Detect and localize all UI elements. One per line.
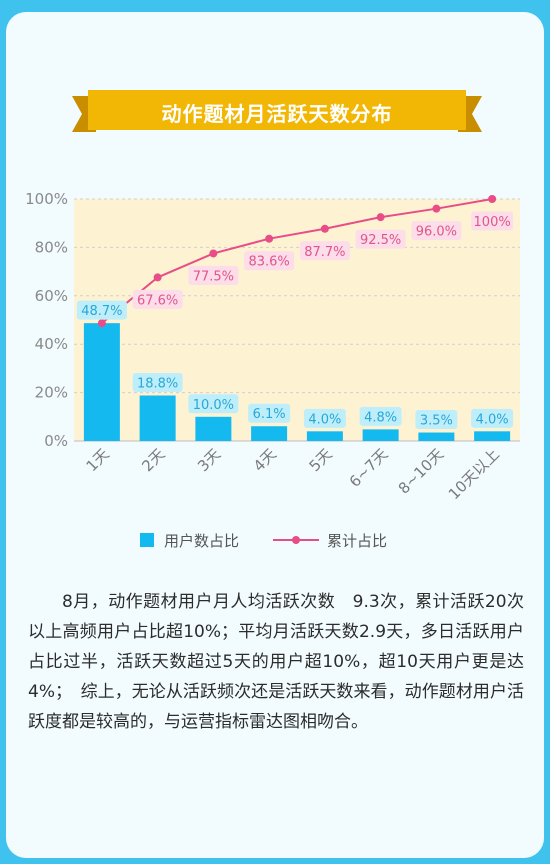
line-value-label-bg	[411, 221, 462, 241]
bar-value-label-text: 4.0%	[308, 412, 341, 427]
line-value-label-bg	[188, 265, 239, 285]
y-tick-label: 60%	[35, 287, 68, 305]
line-value-label: 77.5%	[188, 265, 239, 285]
summary-paragraph: 8月，动作题材用户月人均活跃次数 9.3次，累计活跃20次以上高频用户占比超10…	[28, 592, 524, 732]
x-tick-label: 3天	[194, 445, 224, 475]
bar-value-label-text: 4.0%	[476, 412, 509, 427]
line-point	[153, 273, 162, 282]
bar	[362, 429, 399, 441]
line-value-label: 87.7%	[299, 241, 350, 261]
line-value-label: 96.0%	[411, 221, 462, 241]
bar	[195, 416, 232, 441]
line-point	[97, 319, 106, 328]
line-value-label-text: 87.7%	[304, 245, 345, 260]
line-value-label-bg	[471, 211, 514, 231]
line-point	[209, 249, 218, 258]
x-tick-label: 6~7天	[346, 445, 392, 491]
line-value-label-text: 92.5%	[360, 233, 401, 248]
line-value-label-bg	[355, 229, 406, 249]
bar	[306, 431, 343, 441]
bar-value-label-bg	[359, 406, 402, 426]
line-value-label-text: 100%	[474, 215, 511, 230]
line-value-label-bg	[244, 251, 295, 271]
bar-value-label-text: 48.7%	[81, 304, 122, 319]
bar	[83, 323, 120, 441]
line-value-label-text: 67.6%	[137, 293, 178, 308]
legend-line-swatch	[273, 533, 320, 547]
x-tick-label: 1天	[83, 445, 113, 475]
bar-value-label-text: 4.8%	[364, 410, 397, 425]
chart-legend: 用户数占比 累计占比	[140, 526, 387, 554]
y-tick-label: 100%	[25, 190, 68, 208]
title-banner: 动作题材月活跃天数分布	[72, 88, 482, 136]
line-point	[488, 195, 497, 203]
bar-value-label: 6.1%	[248, 403, 291, 423]
bar-value-label-bg	[471, 408, 514, 428]
bar	[251, 426, 288, 441]
banner-ribbon	[72, 90, 482, 132]
bar-value-label: 10.0%	[188, 394, 239, 414]
x-tick-label: 10天以上	[445, 445, 503, 503]
line-value-label-bg	[132, 289, 183, 309]
line-value-label: 83.6%	[244, 251, 295, 271]
bar-value-label-bg	[76, 300, 127, 320]
bar-value-label: 4.0%	[303, 408, 346, 428]
x-tick-label: 5天	[306, 445, 336, 475]
line-point	[432, 204, 441, 213]
bar	[139, 395, 176, 441]
bar-value-label-text: 6.1%	[253, 407, 286, 422]
legend-line-label: 累计占比	[327, 531, 388, 550]
line-point	[376, 213, 385, 222]
line-value-label-text: 83.6%	[248, 255, 289, 270]
y-tick-label: 80%	[35, 238, 68, 256]
line-point	[320, 224, 329, 233]
chart: 0%20%40%60%80%100% 1天 2天 3天 4天 5天 6~7天 8~10天10…	[25, 190, 520, 503]
bar	[418, 432, 455, 441]
bar-value-label-text: 3.5%	[420, 414, 453, 429]
line-value-label-text: 77.5%	[193, 269, 234, 284]
legend-bar-swatch	[140, 533, 154, 547]
y-tick-label: 0%	[44, 432, 68, 450]
line-value-label: 100%	[471, 211, 514, 231]
x-tick-label: 8~10天	[395, 445, 447, 497]
x-tick-label: 4天	[250, 445, 280, 475]
bar-value-label-bg	[248, 403, 291, 423]
bar-value-label-text: 10.0%	[193, 398, 234, 413]
cumulative-line	[101, 198, 493, 324]
bar-value-label-bg	[188, 394, 239, 414]
line-point	[265, 234, 274, 243]
bar-value-label-bg	[132, 373, 183, 393]
bar-value-label: 3.5%	[415, 410, 458, 430]
bar-value-label-bg	[303, 408, 346, 428]
x-tick-label: 2天	[138, 445, 168, 475]
line-value-label: 67.6%	[132, 289, 183, 309]
bar	[474, 431, 511, 441]
banner-body	[88, 90, 466, 130]
legend-bar-label: 用户数占比	[164, 531, 240, 550]
line-value-label-bg	[299, 241, 350, 261]
bar-value-label: 4.0%	[471, 408, 514, 428]
bar-value-label-bg	[415, 410, 458, 430]
chart-title: 动作题材月活跃天数分布	[161, 101, 393, 126]
bar-value-label: 18.8%	[132, 373, 183, 393]
bar-value-label: 48.7%	[76, 300, 127, 320]
line-value-label: 92.5%	[355, 229, 406, 249]
bar-value-label: 4.8%	[359, 406, 402, 426]
y-tick-label: 20%	[35, 384, 68, 402]
line-value-label-text: 96.0%	[416, 225, 457, 240]
bar-value-label-text: 18.8%	[137, 377, 178, 392]
y-tick-label: 40%	[35, 335, 68, 353]
